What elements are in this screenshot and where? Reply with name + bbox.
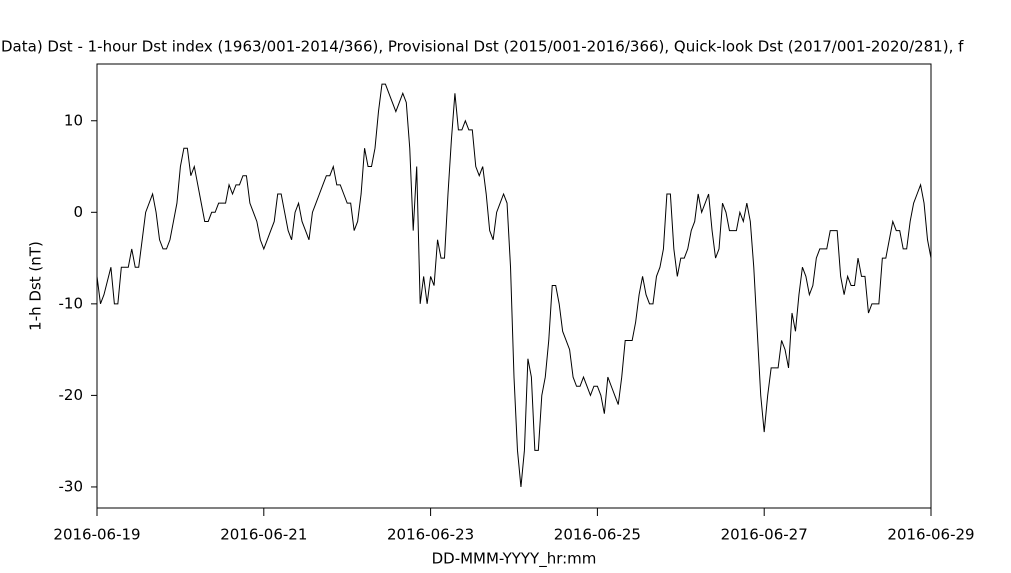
y-tick-label: -30: [59, 477, 84, 495]
y-tick-label: 10: [64, 111, 83, 129]
y-tick-label: -20: [59, 386, 84, 404]
data-line: [96, 83, 932, 487]
x-tick-label: 2016-06-19: [53, 526, 140, 544]
x-tick-label: 2016-06-21: [220, 526, 307, 544]
chart-title: Data) Dst - 1-hour Dst index (1963/001-2…: [1, 38, 964, 56]
y-tick-label: -10: [59, 294, 84, 312]
y-axis-label: 1-h Dst (nT): [27, 241, 45, 331]
x-tick-label: 2016-06-25: [554, 526, 641, 544]
x-axis-label: DD-MMM-YYYY_hr:mm: [432, 550, 597, 569]
plot-frame: [96, 63, 932, 509]
x-tick-label: 2016-06-29: [887, 526, 974, 544]
y-tick-label: 0: [73, 203, 83, 221]
x-tick-label: 2016-06-27: [721, 526, 808, 544]
x-tick-label: 2016-06-23: [387, 526, 474, 544]
